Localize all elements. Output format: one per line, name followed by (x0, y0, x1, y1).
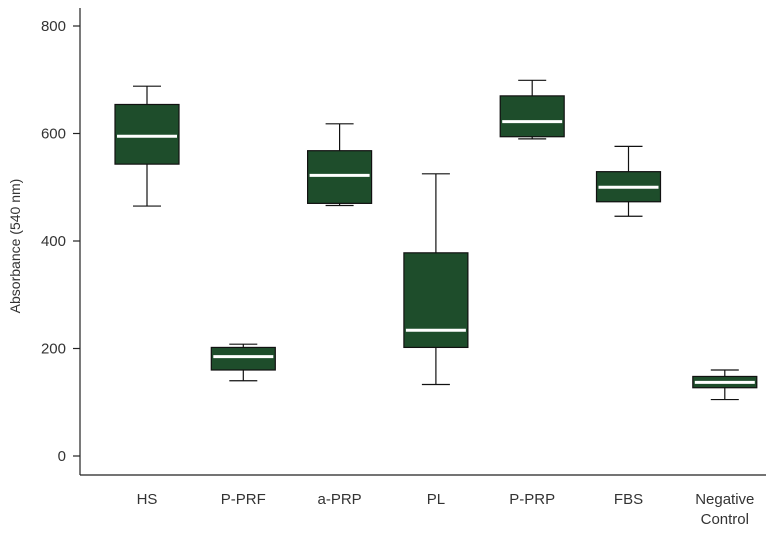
x-tick-label: HS (137, 491, 158, 508)
box-group (307, 123, 373, 207)
x-tick-label-line: Control (701, 511, 749, 528)
iqr-box (114, 103, 180, 165)
y-tick-label: 0 (58, 448, 66, 465)
x-axis: HS P-PRF a-PRP PL P-PRP FBS Negative Control (80, 474, 766, 528)
x-tick-label: PL (427, 491, 445, 508)
x-tick-label: Negative Control (695, 491, 754, 528)
x-tick-label: P-PRP (509, 491, 555, 508)
x-tick-label: a-PRP (318, 491, 362, 508)
x-tick-label-line: PL (427, 491, 445, 508)
y-ticks: 0 200 400 600 800 (41, 18, 80, 465)
iqr-box (403, 252, 469, 349)
y-tick-label: 400 (41, 233, 66, 250)
box-group (692, 369, 758, 401)
y-tick-label: 800 (41, 18, 66, 35)
y-tick-label: 600 (41, 126, 66, 143)
x-tick-label-line: FBS (614, 491, 643, 508)
x-tick-label-line: Negative (695, 491, 754, 508)
boxes (114, 79, 758, 401)
box-group (499, 79, 565, 140)
box-group (114, 85, 180, 207)
x-tick-label: FBS (614, 491, 643, 508)
box-group (595, 145, 662, 217)
x-tick-labels: HS P-PRF a-PRP PL P-PRP FBS Negative Control (137, 491, 755, 528)
x-tick-label-line: P-PRP (509, 491, 555, 508)
box-group (403, 173, 469, 386)
iqr-box (499, 95, 565, 138)
y-tick-label: 200 (41, 341, 66, 358)
y-axis: 0 200 400 600 800 (41, 8, 81, 475)
x-tick-label-line: a-PRP (318, 491, 362, 508)
x-tick-label-line: P-PRF (221, 491, 266, 508)
x-tick-label: P-PRF (221, 491, 266, 508)
box-group (210, 343, 276, 382)
y-axis-title: Absorbance (540 nm) (7, 179, 23, 314)
x-tick-label-line: HS (137, 491, 158, 508)
iqr-box (307, 150, 373, 204)
iqr-box (210, 346, 276, 371)
